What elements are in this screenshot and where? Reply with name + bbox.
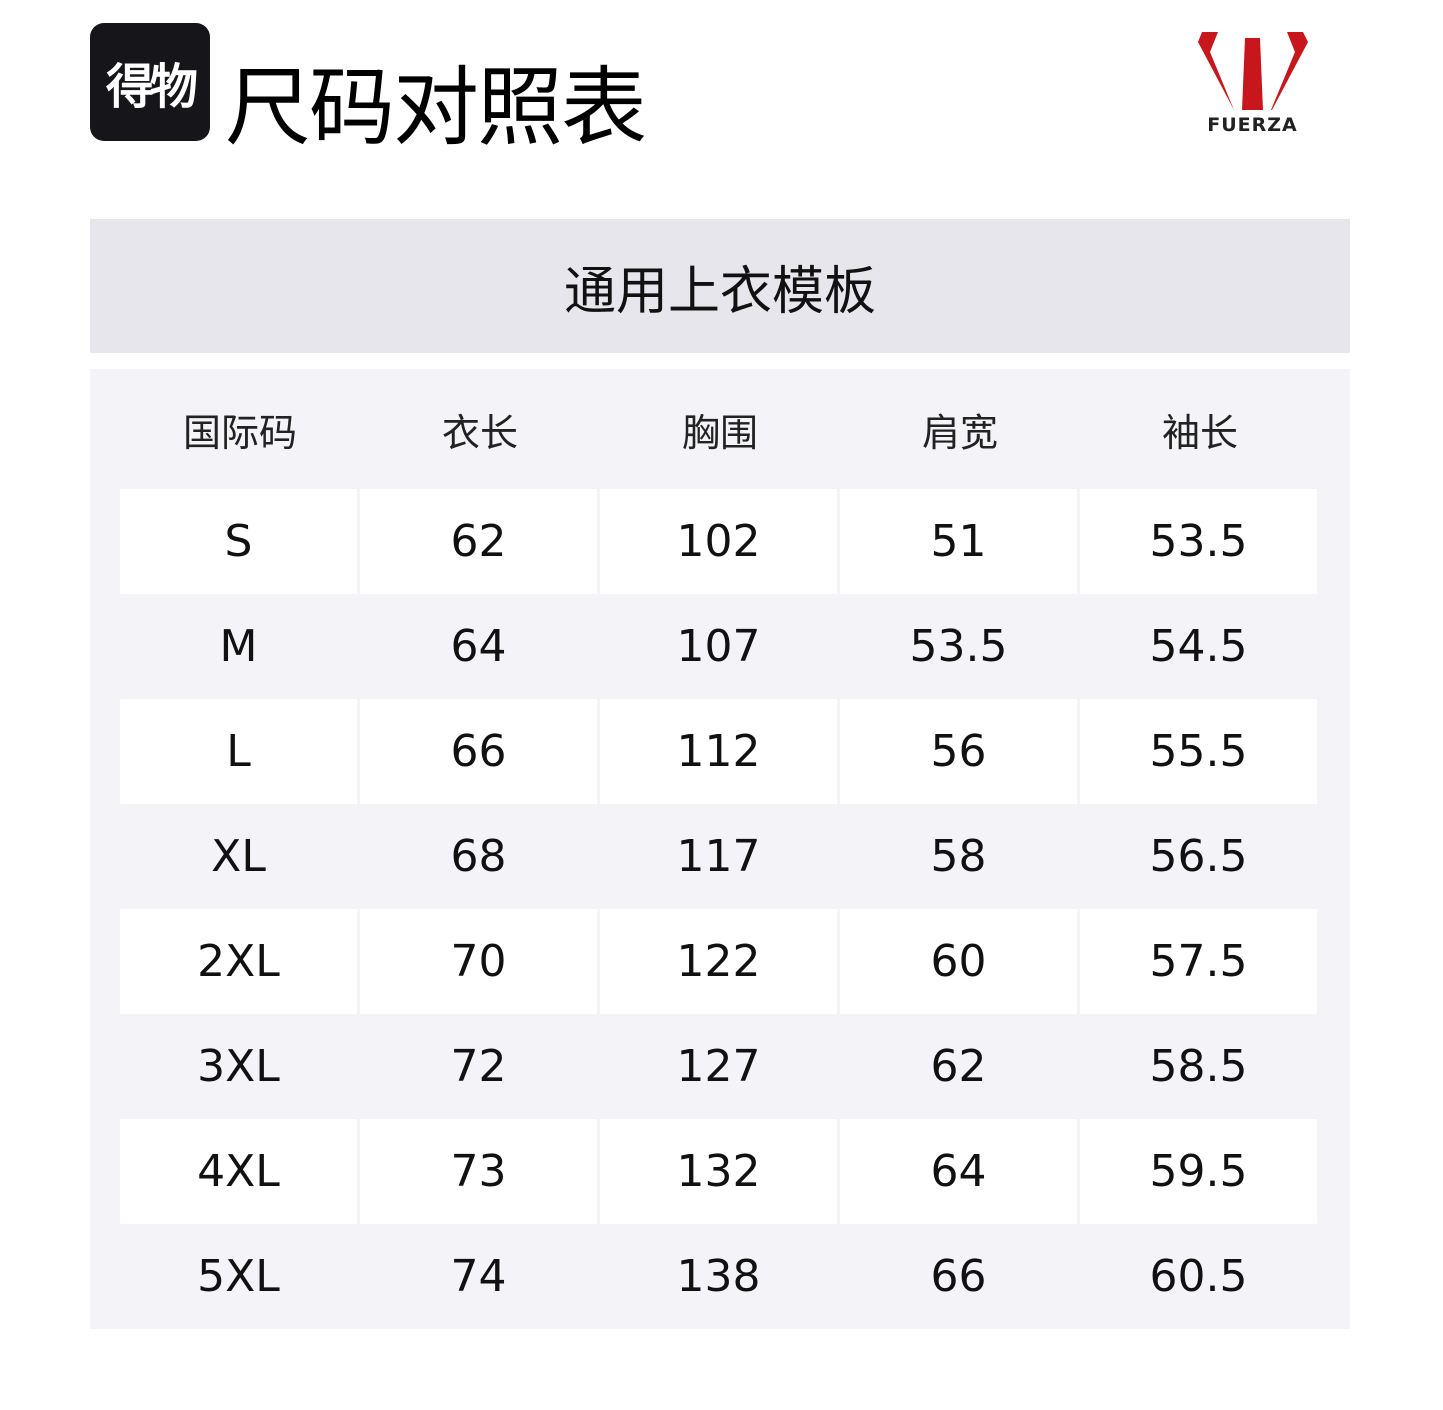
table-row: 4XL 73 132 64 59.5 (120, 1119, 1320, 1224)
table-cell: 51 (840, 489, 1077, 594)
table-cell: 58.5 (1149, 1041, 1248, 1092)
table-cell: 57.5 (1080, 909, 1317, 1014)
table-row: XL 68 117 58 56.5 (120, 804, 1320, 909)
table-cell: L (120, 699, 357, 804)
table-cell: 60.5 (1149, 1251, 1248, 1302)
table-cell: XL (211, 831, 266, 882)
table-cell: 59.5 (1080, 1119, 1317, 1224)
table-row: 3XL 72 127 62 58.5 (120, 1014, 1320, 1119)
fuerza-logo-icon (1198, 32, 1308, 110)
table-row: S 62 102 51 53.5 (120, 489, 1320, 594)
table-cell: 102 (600, 489, 837, 594)
table-cell: 68 (450, 831, 507, 882)
table-cell: 5XL (197, 1251, 280, 1302)
table-header-row: 国际码 衣长 胸围 肩宽 袖长 (120, 369, 1320, 489)
page-title: 尺码对照表 (225, 58, 647, 158)
table-cell: 62 (360, 489, 597, 594)
size-table: 国际码 衣长 胸围 肩宽 袖长 S 62 102 51 53.5 M 64 107 53.5 54… (90, 369, 1350, 1329)
table-cell: 132 (600, 1119, 837, 1224)
template-title: 通用上衣模板 (90, 219, 1350, 353)
table-row: 2XL 70 122 60 57.5 (120, 909, 1320, 1014)
table-cell: S (120, 489, 357, 594)
table-row: M 64 107 53.5 54.5 (120, 594, 1320, 699)
column-header: 衣长 (441, 410, 518, 455)
dewu-logo-badge: 得物 (90, 23, 210, 141)
table-cell: 107 (676, 621, 761, 672)
table-cell: 72 (450, 1041, 507, 1092)
table-cell: 4XL (120, 1119, 357, 1224)
table-cell: 138 (676, 1251, 761, 1302)
table-cell: 53.5 (909, 621, 1008, 672)
table-cell: 55.5 (1080, 699, 1317, 804)
column-header: 肩宽 (921, 410, 998, 455)
table-cell: 2XL (120, 909, 357, 1014)
table-cell: 56.5 (1149, 831, 1248, 882)
table-cell: 117 (676, 831, 761, 882)
table-cell: 60 (840, 909, 1077, 1014)
table-cell: 122 (600, 909, 837, 1014)
table-cell: 53.5 (1080, 489, 1317, 594)
table-cell: 58 (930, 831, 987, 882)
brand-logo-text: FUERZA (1207, 114, 1298, 136)
column-header: 胸围 (681, 410, 758, 455)
table-row: 5XL 74 138 66 60.5 (120, 1224, 1320, 1329)
table-cell: 66 (360, 699, 597, 804)
column-header: 国际码 (182, 410, 297, 455)
table-cell: 127 (676, 1041, 761, 1092)
table-cell: 70 (360, 909, 597, 1014)
table-cell: 64 (840, 1119, 1077, 1224)
table-cell: M (219, 621, 258, 672)
table-row: L 66 112 56 55.5 (120, 699, 1320, 804)
table-cell: 3XL (197, 1041, 280, 1092)
table-cell: 112 (600, 699, 837, 804)
table-cell: 74 (450, 1251, 507, 1302)
table-cell: 64 (450, 621, 507, 672)
table-cell: 73 (360, 1119, 597, 1224)
table-cell: 54.5 (1149, 621, 1248, 672)
table-cell: 66 (930, 1251, 987, 1302)
table-cell: 62 (930, 1041, 987, 1092)
column-header: 袖长 (1161, 410, 1238, 455)
table-cell: 56 (840, 699, 1077, 804)
